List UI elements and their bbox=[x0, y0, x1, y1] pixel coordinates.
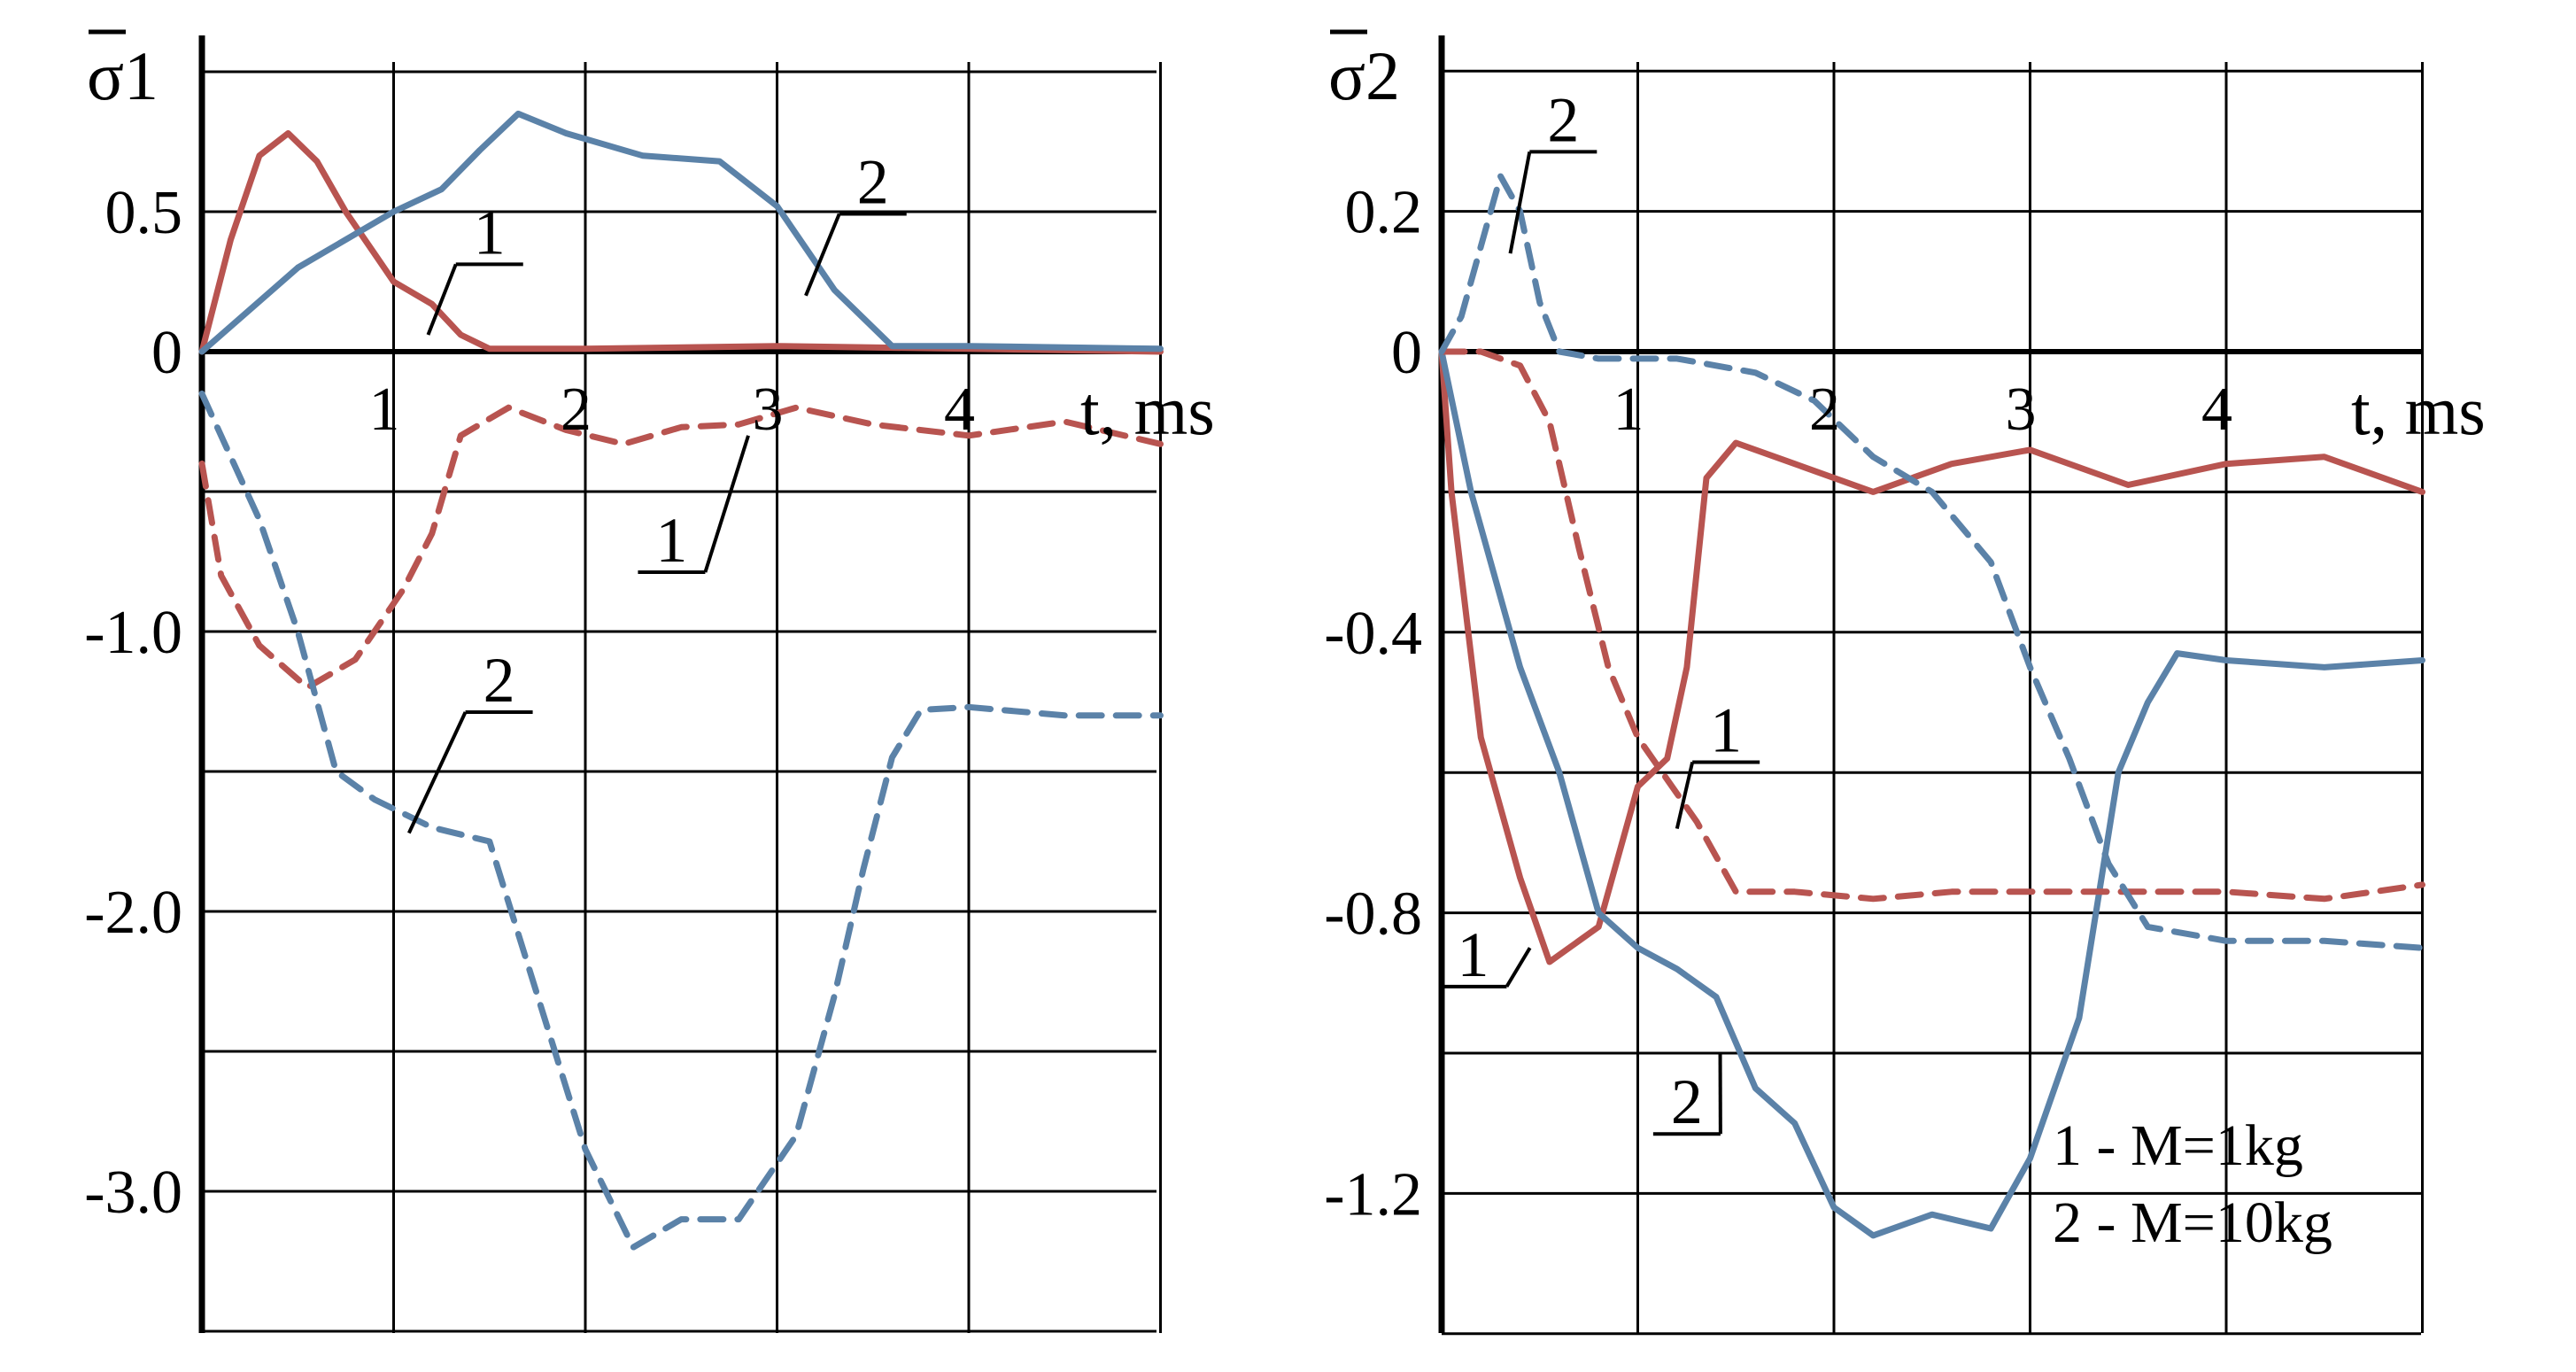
series-sigma2 bbox=[1438, 173, 2425, 1239]
legend-entry-2: 2 - M=10kg bbox=[2053, 1190, 2332, 1255]
series-line-s2-solid-2 bbox=[1438, 348, 2425, 1239]
series-line-s1-dash-1 bbox=[198, 404, 1164, 691]
curve-label: 1 bbox=[474, 197, 506, 267]
curve-label: 2 bbox=[1671, 1066, 1703, 1137]
curve-label: 2 bbox=[1547, 84, 1579, 155]
y-tick-label: 0.5 bbox=[105, 179, 183, 247]
series-line-s1-solid-1 bbox=[198, 130, 1164, 355]
series-line-s2-dash-2 bbox=[1438, 173, 2425, 951]
y-tick-label: -0.4 bbox=[1324, 600, 1422, 668]
curve-label-leader bbox=[1675, 761, 1695, 830]
y-axis-title-sigma1: σ1 bbox=[87, 37, 159, 114]
x-tick-label: 2 bbox=[561, 376, 592, 444]
curve-label: 2 bbox=[857, 147, 889, 218]
curve-label-leader bbox=[703, 435, 750, 573]
curve-label-leader bbox=[1505, 947, 1532, 988]
y-tick-label: 0.2 bbox=[1345, 179, 1423, 247]
x-tick-label: 3 bbox=[2006, 376, 2037, 444]
ticks-sigma2: 1 2 3 4 0.2 0 -0.4 -0.8 -1.2 bbox=[1324, 179, 2232, 1229]
x-axis-title-sigma2: t, ms bbox=[2351, 372, 2486, 449]
curve-label: 1 bbox=[1710, 694, 1742, 765]
curve-labels-sigma2: 2 1 1 2 bbox=[1439, 84, 1760, 1137]
series-line-s2-dash-1 bbox=[1438, 348, 2425, 903]
x-axis-title-sigma1: t, ms bbox=[1080, 372, 1215, 449]
series-line-s1-solid-2 bbox=[198, 110, 1164, 355]
y-tick-label: -3.0 bbox=[84, 1159, 182, 1227]
y-axis-title-sigma2: σ2 bbox=[1328, 37, 1400, 114]
curve-label-leader bbox=[1508, 151, 1532, 254]
curve-label: 1 bbox=[1457, 919, 1489, 990]
curve-label-leader bbox=[426, 263, 458, 336]
y-tick-label: -1.0 bbox=[84, 599, 182, 667]
curve-label: 1 bbox=[655, 505, 687, 576]
grid-sigma2 bbox=[1438, 35, 2424, 1336]
series-sigma1 bbox=[198, 110, 1164, 1251]
x-tick-label: 2 bbox=[1809, 376, 1840, 444]
y-tick-label: 0 bbox=[1391, 319, 1422, 387]
curve-label-leader bbox=[804, 213, 841, 297]
x-tick-label: 1 bbox=[1613, 376, 1644, 444]
ticks-sigma1: 1 2 3 40.50-1.0-2.0-3.0 bbox=[84, 179, 975, 1227]
y-tick-label: -1.2 bbox=[1324, 1160, 1422, 1229]
legend: 1 - M=1kg 2 - M=10kg bbox=[2053, 1113, 2332, 1255]
curve-label: 2 bbox=[483, 645, 515, 716]
y-tick-label: 0 bbox=[151, 319, 182, 387]
chart-sigma2: 1 2 3 4 0.2 0 -0.4 -0.8 -1.2 2 1 1 2 σ2 t, ms 1 - M… bbox=[1324, 29, 2486, 1336]
y-tick-label: -0.8 bbox=[1324, 880, 1422, 949]
series-line-s2-solid-1 bbox=[1438, 348, 2425, 965]
legend-entry-1: 1 - M=1kg bbox=[2053, 1113, 2303, 1178]
curve-label-leader bbox=[407, 711, 468, 834]
grid-sigma1 bbox=[198, 35, 1162, 1333]
x-tick-label: 1 bbox=[369, 376, 400, 444]
x-tick-label: 4 bbox=[944, 376, 975, 444]
y-tick-label: -2.0 bbox=[84, 879, 182, 947]
x-tick-label: 3 bbox=[753, 376, 784, 444]
series-line-s1-dash-2 bbox=[198, 390, 1164, 1251]
x-tick-label: 4 bbox=[2201, 376, 2232, 444]
